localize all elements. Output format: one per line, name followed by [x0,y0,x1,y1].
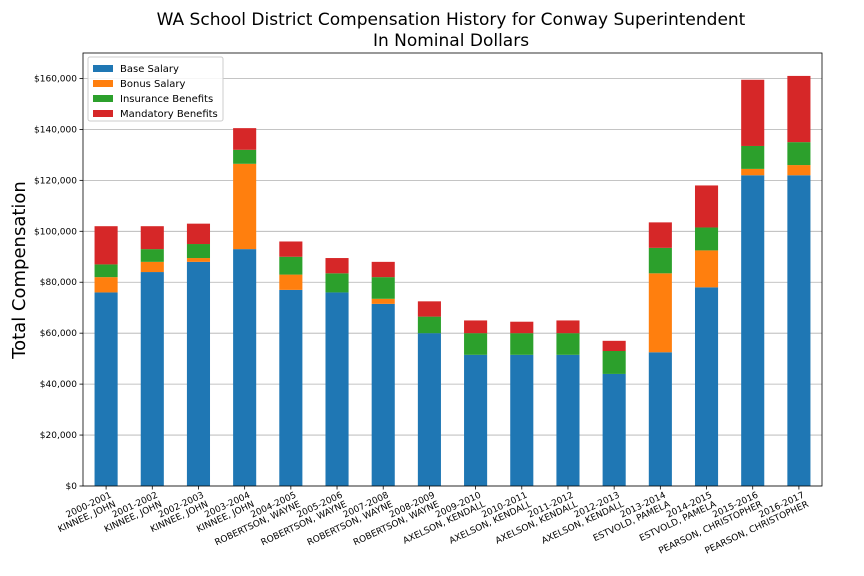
legend-swatch [93,110,113,117]
plot-frame [82,52,823,487]
bar-segment [140,272,164,486]
legend: Base Salary Bonus Salary Insurance Benefit… [87,56,224,122]
bar-segment [417,316,441,334]
legend-swatch [93,65,113,72]
bar-segment [694,227,719,251]
chart-title: WA School District Compensation History … [157,10,746,30]
bar-segment [556,320,580,334]
bar-segment [602,351,626,374]
legend-label: Mandatory Benefits [120,109,218,120]
bar-segment [279,241,303,257]
y-axis-label: Total Compensation [9,181,30,360]
bar-segment [694,250,719,288]
bar-segment [787,75,811,143]
bar-segment [186,244,211,259]
bar-segment [648,352,672,486]
bar-segment [602,340,626,352]
bar-segment [233,149,257,164]
bar-segment [741,79,765,146]
legend-label: Bonus Salary [120,79,186,90]
axes [82,52,823,487]
bar-segment [648,222,672,248]
y-tick-label: $140,000 [34,125,77,135]
bars [94,75,811,486]
bar-segment [464,320,488,334]
bar-segment [279,289,303,486]
bar-segment [510,333,534,355]
bar-segment [694,185,719,228]
chart-subtitle: In Nominal Dollars [373,31,529,51]
y-tick-label: $80,000 [40,278,77,288]
bar-segment [233,163,257,250]
bar-segment [233,249,257,486]
bar-segment [787,175,811,486]
y-tick-label: $0 [66,482,78,492]
bar-segment [602,373,626,486]
bar-segment [510,354,534,486]
bar-segment [140,249,164,262]
legend-label: Insurance Benefits [120,94,213,105]
bar-segment [787,165,811,176]
y-tick-label: $20,000 [40,431,77,441]
bar-segment [464,354,488,486]
y-tick-label: $160,000 [34,74,77,84]
bar-segment [94,292,118,486]
bar-segment [371,277,395,299]
bar-segment [279,274,303,290]
y-tick-label: $40,000 [40,380,77,390]
bar-segment [140,226,164,250]
legend-box [87,56,224,122]
bar-segment [648,273,672,353]
bar-segment [371,298,395,304]
legend-swatch [93,95,113,102]
y-tick-label: $100,000 [34,227,77,237]
bar-segment [510,321,534,334]
bar-segment [787,142,811,166]
bar-segment [233,128,257,150]
bar-segment [417,333,441,486]
bar-segment [694,287,719,486]
bar-segment [186,223,211,245]
bar-segment [741,145,765,169]
bar-segment [556,354,580,486]
y-tick-label: $120,000 [34,176,77,186]
bar-segment [94,264,118,278]
y-ticks: $0 $20,000 $40,000 $60,000 $80,000 $100,000 $1… [34,74,83,492]
bar-segment [648,247,672,274]
bar-segment [325,273,349,293]
bar-segment [371,303,395,486]
bar-segment [94,277,118,293]
bar-segment [325,292,349,486]
bar-segment [741,168,765,176]
bar-segment [325,258,349,274]
bar-segment [371,261,395,278]
legend-label: Base Salary [120,64,179,75]
y-tick-label: $60,000 [40,329,77,339]
bar-segment [279,256,303,275]
bar-segment [417,301,441,317]
bar-segment [186,261,211,486]
bar-segment [94,226,118,265]
bar-segment [464,333,488,355]
bar-segment [556,333,580,355]
bar-segment [140,261,164,273]
bar-segment [186,258,211,262]
bar-segment [741,175,765,486]
legend-swatch [93,80,113,87]
